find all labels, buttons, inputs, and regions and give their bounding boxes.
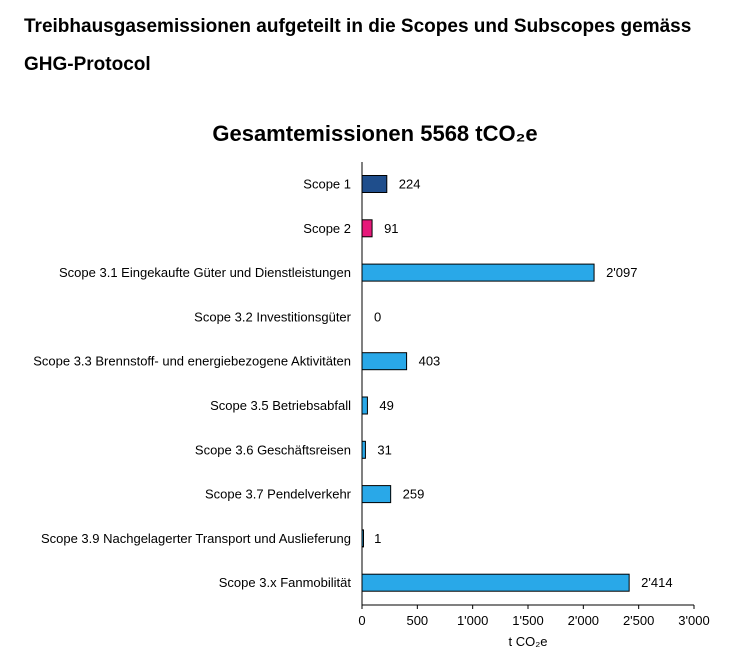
x-axis-title: t CO₂e (509, 634, 548, 649)
page-heading: Treibhausgasemissionen aufgeteilt in die… (24, 16, 692, 75)
category-label: Scope 1 (303, 177, 351, 192)
x-tick-label: 2'000 (568, 613, 599, 628)
bar (361, 219, 373, 238)
category-label: Scope 3.3 Brennstoff- und energiebezogen… (33, 354, 351, 369)
bar (361, 175, 388, 193)
bar (361, 263, 595, 282)
value-label: 259 (403, 487, 425, 502)
bar (361, 352, 408, 371)
category-label: Scope 3.5 Betriebsabfall (210, 398, 351, 413)
x-tick-label: 3'000 (678, 613, 709, 628)
value-label: 403 (419, 354, 441, 369)
value-label: 2'097 (606, 265, 637, 280)
category-label: Scope 3.9 Nachgelagerter Transport und A… (41, 531, 351, 546)
bar (361, 573, 630, 592)
bar (361, 440, 366, 459)
value-label: 2'414 (641, 575, 672, 590)
bar (361, 396, 368, 415)
value-label: 224 (399, 177, 421, 192)
chart-title: Gesamtemissionen 5568 tCO₂e (212, 121, 537, 146)
value-label: 91 (384, 221, 398, 236)
x-tick-label: 1'000 (457, 613, 488, 628)
x-tick-label: 1'500 (512, 613, 543, 628)
value-label: 0 (374, 309, 381, 324)
x-tick-label: 500 (406, 613, 428, 628)
value-label: 31 (377, 442, 391, 457)
bar (361, 485, 392, 504)
category-label: Scope 2 (303, 221, 351, 236)
category-label: Scope 3.6 Geschäftsreisen (195, 442, 351, 457)
x-tick-label: 2'500 (623, 613, 654, 628)
category-label: Scope 3.2 Investitionsgüter (194, 309, 351, 324)
value-label: 1 (374, 531, 381, 546)
category-label: Scope 3.1 Eingekaufte Güter und Dienstle… (59, 265, 351, 280)
category-label: Scope 3.7 Pendelverkehr (205, 487, 352, 502)
value-label: 49 (379, 398, 393, 413)
x-tick-label: 0 (358, 613, 365, 628)
category-label: Scope 3.x Fanmobilität (219, 575, 352, 590)
